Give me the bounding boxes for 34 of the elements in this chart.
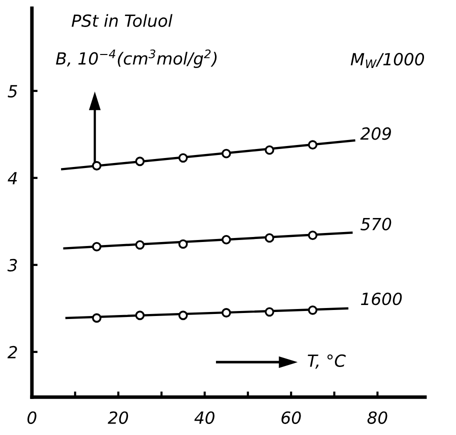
- x-tick-label: 80: [367, 411, 388, 424]
- y-axis-title: B, 10$^{−4}$(cm$^{3}$mol/g$^{2}$): [56, 49, 217, 68]
- x-tick-label: 0: [27, 411, 36, 424]
- x-tick-label: 60: [282, 411, 301, 424]
- y-tick-label: 4: [8, 172, 17, 184]
- text: 209: [360, 127, 391, 140]
- x-tick-label: 20: [108, 411, 128, 424]
- legend-title: M$_{W}$/1000: [350, 52, 424, 68]
- point: [308, 140, 318, 150]
- point: [178, 310, 188, 320]
- point: [222, 308, 232, 318]
- point: [135, 156, 145, 166]
- chart-title: PSt in Toluol: [72, 14, 172, 27]
- point: [264, 233, 274, 243]
- point: [92, 313, 102, 323]
- y-tick-label: 3: [7, 258, 17, 272]
- point: [222, 148, 232, 158]
- point: [308, 230, 318, 240]
- y-tick-label: 5: [8, 85, 18, 98]
- point: [264, 145, 274, 155]
- x-tick-label: 40: [194, 411, 214, 424]
- point: [135, 240, 145, 250]
- point: [92, 161, 102, 170]
- point: [264, 307, 274, 317]
- point: [222, 234, 232, 244]
- point: [92, 242, 102, 252]
- point: [178, 239, 188, 249]
- point: [178, 153, 188, 163]
- x-axis-title: T, °C: [308, 354, 346, 369]
- point: [308, 305, 318, 315]
- text: 570: [360, 218, 392, 230]
- point: [135, 310, 145, 320]
- y-tick-label: 2: [7, 346, 17, 358]
- text: 1600: [361, 292, 402, 306]
